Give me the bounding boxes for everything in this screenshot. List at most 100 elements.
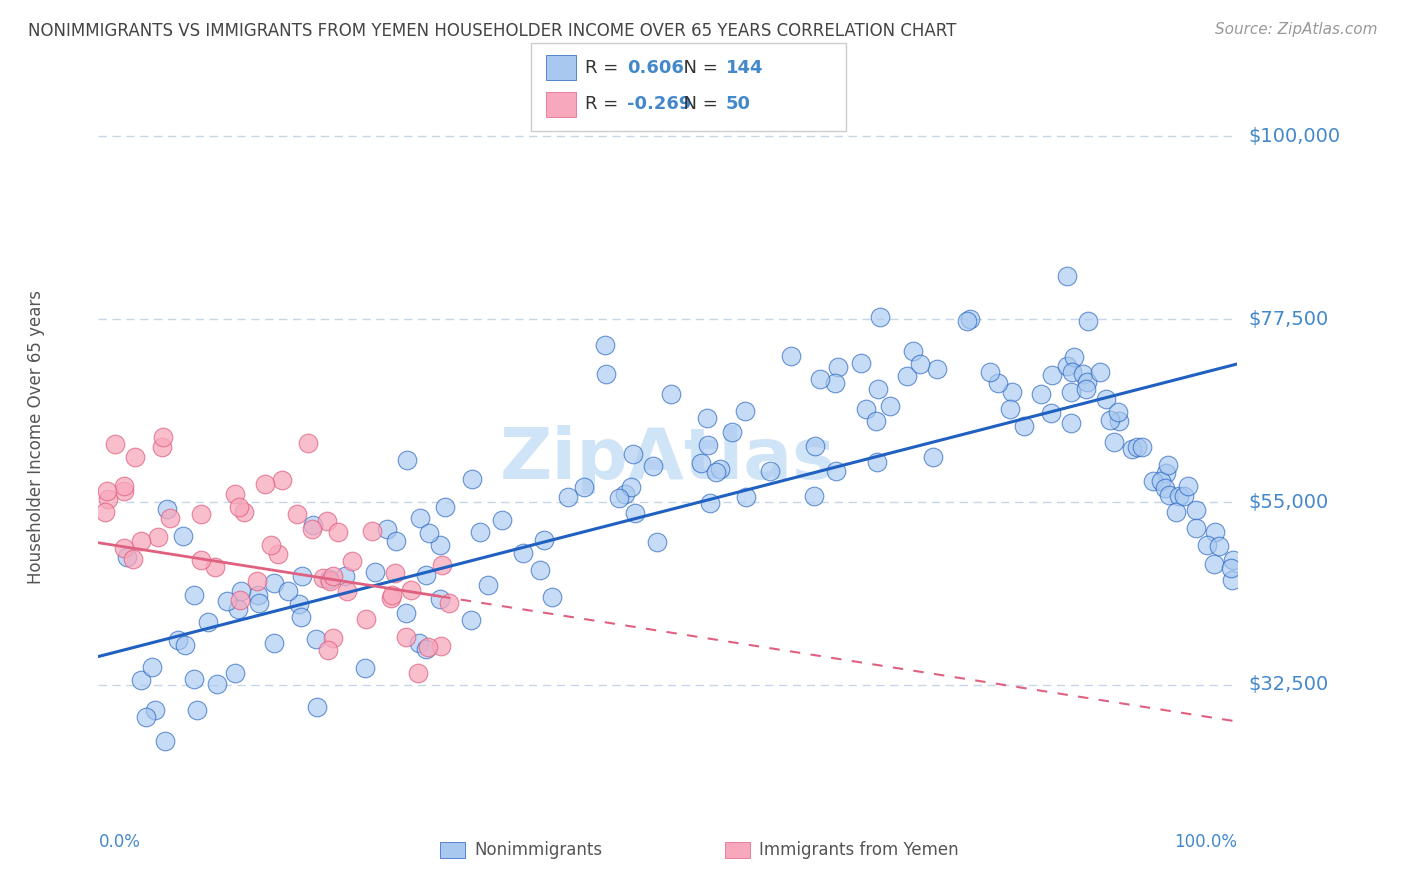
Point [1040,368,1063,382]
Point [1204,557,1226,571]
Point [172,529,194,543]
Point [1142,474,1164,488]
Point [866,382,889,396]
Point [430,640,453,654]
Point [146,530,169,544]
Point [541,590,564,604]
Point [135,710,157,724]
Point [1074,382,1097,396]
Point [112,541,135,555]
Point [1071,368,1094,382]
Point [704,465,727,479]
Point [621,447,644,461]
Point [607,491,630,506]
Point [1185,503,1208,517]
Point [215,594,238,608]
Point [851,356,873,370]
Point [901,343,924,358]
Point [228,500,250,514]
Point [619,480,641,494]
Point [263,636,285,650]
Point [1168,489,1191,503]
Point [297,436,319,450]
Point [254,476,277,491]
Text: 0.606: 0.606 [627,59,683,77]
Point [1056,268,1078,283]
Point [396,452,419,467]
Point [1095,392,1118,406]
Point [301,522,323,536]
Point [229,583,252,598]
Point [342,554,364,568]
Text: Householder Income Over 65 years: Householder Income Over 65 years [27,290,45,584]
Point [363,566,385,580]
Point [1208,540,1230,554]
Point [96,483,118,498]
Point [512,546,534,560]
Point [734,491,756,505]
Point [318,572,340,586]
Point [131,673,153,688]
Point [336,584,359,599]
Text: -0.269: -0.269 [627,95,692,113]
Text: N =: N = [672,95,724,113]
Point [415,567,437,582]
Point [1220,561,1243,575]
Point [699,496,721,510]
Point [1125,441,1147,455]
Point [408,636,430,650]
Text: Source: ZipAtlas.com: Source: ZipAtlas.com [1215,22,1378,37]
Point [97,492,120,507]
Point [593,337,616,351]
Point [855,402,877,417]
Point [461,472,484,486]
Point [183,588,205,602]
Point [1107,405,1129,419]
Point [572,480,595,494]
Point [1204,524,1226,539]
Point [987,376,1010,390]
Point [659,387,682,401]
Point [641,458,664,473]
Point [316,643,339,657]
Point [529,563,551,577]
Point [141,660,163,674]
Point [305,700,328,714]
Point [1121,442,1143,456]
Point [263,576,285,591]
Point [1077,313,1099,327]
Text: 50: 50 [725,95,751,113]
Point [865,455,887,469]
Text: $100,000: $100,000 [1249,127,1340,146]
Point [429,538,451,552]
Point [613,487,636,501]
Point [155,734,177,748]
Point [720,425,742,440]
Point [406,666,429,681]
Point [229,592,252,607]
Point [468,525,491,540]
Point [477,578,499,592]
Point [430,558,453,572]
Text: $32,500: $32,500 [1249,675,1329,695]
Point [418,525,440,540]
Point [228,602,250,616]
Point [1222,574,1244,588]
Point [1060,365,1083,379]
Point [1060,384,1083,399]
Text: Nonimmigrants: Nonimmigrants [474,840,602,859]
Point [183,672,205,686]
Point [115,549,138,564]
Point [1197,539,1219,553]
Point [174,638,197,652]
Point [808,371,831,385]
Point [395,606,418,620]
Point [734,404,756,418]
Point [288,597,311,611]
Point [260,538,283,552]
Text: 100.0%: 100.0% [1174,833,1237,851]
Point [224,665,246,680]
Point [152,429,174,443]
Point [921,450,943,465]
Point [395,630,418,644]
